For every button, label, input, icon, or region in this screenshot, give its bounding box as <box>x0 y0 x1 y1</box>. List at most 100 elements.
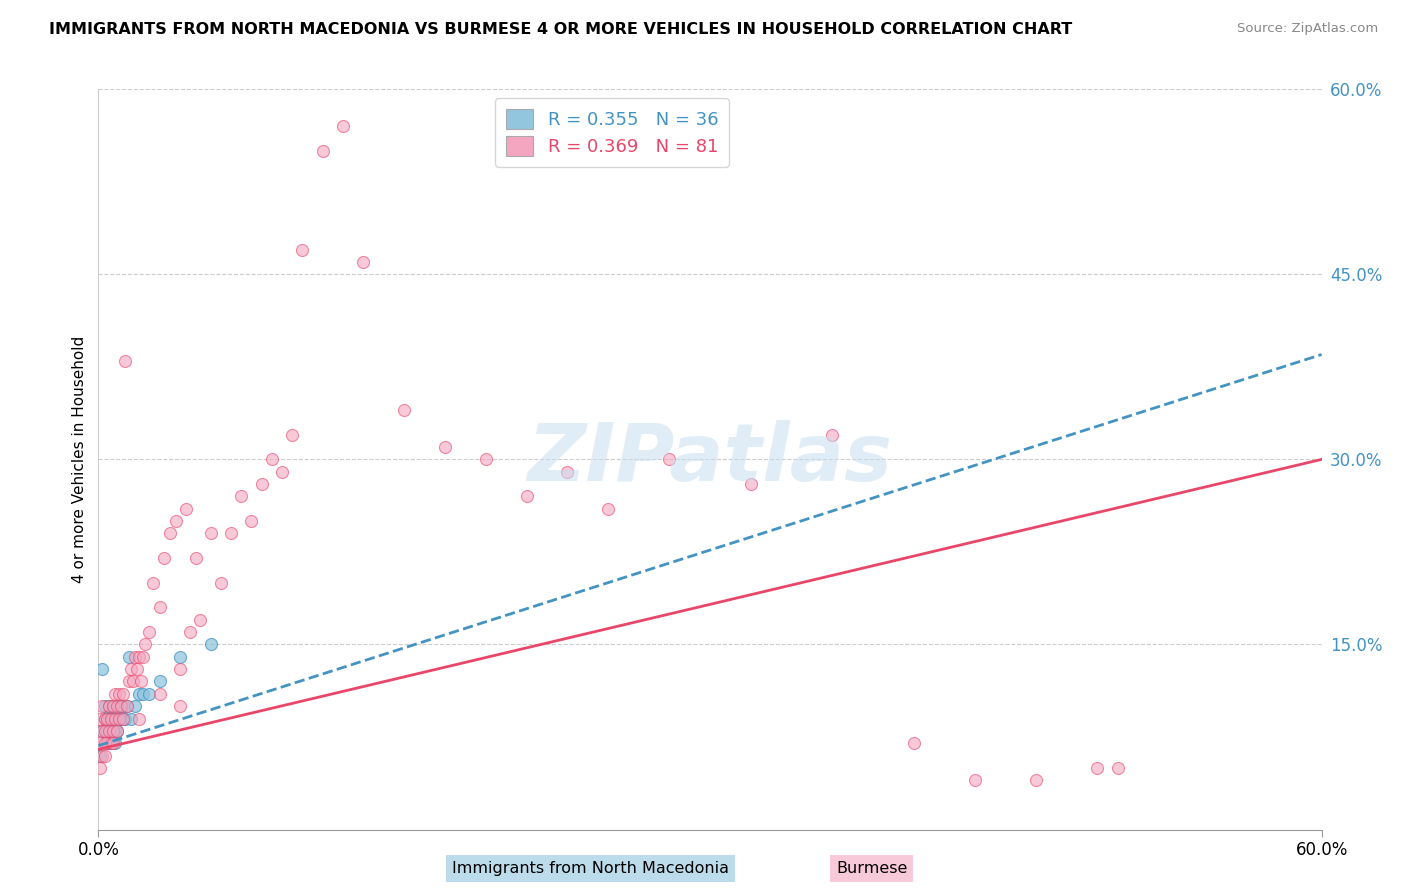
Point <box>100 736 122 750</box>
Point <box>165 514 187 528</box>
Point <box>1107 761 1129 775</box>
Point <box>174 501 197 516</box>
Point <box>188 613 212 627</box>
Point <box>97 699 120 714</box>
Point <box>96 736 118 750</box>
Point <box>96 736 118 750</box>
Text: IMMIGRANTS FROM NORTH MACEDONIA VS BURMESE 4 OR MORE VEHICLES IN HOUSEHOLD CORRE: IMMIGRANTS FROM NORTH MACEDONIA VS BURME… <box>49 22 1073 37</box>
Point <box>120 712 142 726</box>
Point <box>93 712 115 726</box>
Point <box>124 699 146 714</box>
Point <box>555 465 579 479</box>
Point <box>104 687 127 701</box>
Point <box>124 649 146 664</box>
Point <box>122 674 145 689</box>
Point <box>373 70 395 84</box>
Point <box>231 489 253 503</box>
Point <box>120 662 142 676</box>
Point <box>270 465 294 479</box>
Point <box>104 736 127 750</box>
Point <box>392 403 416 417</box>
Point <box>219 526 242 541</box>
Point <box>89 748 111 763</box>
Point <box>169 699 191 714</box>
Point <box>97 699 120 714</box>
Point <box>149 687 172 701</box>
Y-axis label: 4 or more Vehicles in Household: 4 or more Vehicles in Household <box>72 335 87 583</box>
Point <box>108 687 131 701</box>
Point <box>138 625 160 640</box>
Point <box>352 255 374 269</box>
Point <box>127 662 149 676</box>
Point <box>118 674 141 689</box>
Point <box>89 712 111 726</box>
Point <box>97 712 120 726</box>
Point <box>100 723 122 738</box>
Point <box>132 649 155 664</box>
Point <box>97 723 120 738</box>
Point <box>118 649 141 664</box>
Point <box>169 649 191 664</box>
Point <box>89 761 111 775</box>
Point <box>114 712 136 726</box>
Point <box>312 144 335 158</box>
Point <box>115 699 138 714</box>
Point <box>91 723 114 738</box>
Point <box>149 674 172 689</box>
Point <box>598 501 620 516</box>
Point <box>111 699 134 714</box>
Point <box>159 526 181 541</box>
Text: Source: ZipAtlas.com: Source: ZipAtlas.com <box>1237 22 1378 36</box>
Point <box>91 662 114 676</box>
Point <box>132 687 155 701</box>
Point <box>115 699 138 714</box>
Point <box>93 712 115 726</box>
Point <box>332 119 354 133</box>
Point <box>169 662 191 676</box>
Point <box>740 477 762 491</box>
Point <box>100 736 122 750</box>
Point <box>474 452 498 467</box>
Point <box>516 489 538 503</box>
Point <box>129 674 152 689</box>
Point <box>93 736 115 750</box>
Point <box>186 551 208 566</box>
Point <box>134 637 156 651</box>
Legend: R = 0.355   N = 36, R = 0.369   N = 81: R = 0.355 N = 36, R = 0.369 N = 81 <box>495 98 730 167</box>
Point <box>179 625 201 640</box>
Point <box>138 687 160 701</box>
Point <box>1025 773 1047 788</box>
Point <box>110 712 132 726</box>
Point <box>128 712 150 726</box>
Point <box>105 712 128 726</box>
Point <box>101 712 124 726</box>
Point <box>108 699 131 714</box>
Point <box>101 723 124 738</box>
Point <box>250 477 273 491</box>
Text: ZIPatlas: ZIPatlas <box>527 420 893 499</box>
Point <box>91 723 114 738</box>
Point <box>96 712 118 726</box>
Point <box>104 712 127 726</box>
Point <box>149 600 172 615</box>
Text: Burmese: Burmese <box>837 861 907 876</box>
Point <box>89 736 111 750</box>
Point <box>142 575 165 590</box>
Point <box>281 427 304 442</box>
Point <box>152 551 174 566</box>
Point <box>91 748 114 763</box>
Point <box>110 699 132 714</box>
Point <box>104 723 127 738</box>
Point <box>101 699 124 714</box>
Point <box>96 712 118 726</box>
Point <box>105 699 128 714</box>
Point <box>93 699 115 714</box>
Point <box>101 736 124 750</box>
Point <box>658 452 681 467</box>
Point <box>100 712 122 726</box>
Point <box>434 440 457 454</box>
Text: Immigrants from North Macedonia: Immigrants from North Macedonia <box>451 861 730 876</box>
Point <box>903 736 925 750</box>
Point <box>97 736 120 750</box>
Point <box>200 526 222 541</box>
